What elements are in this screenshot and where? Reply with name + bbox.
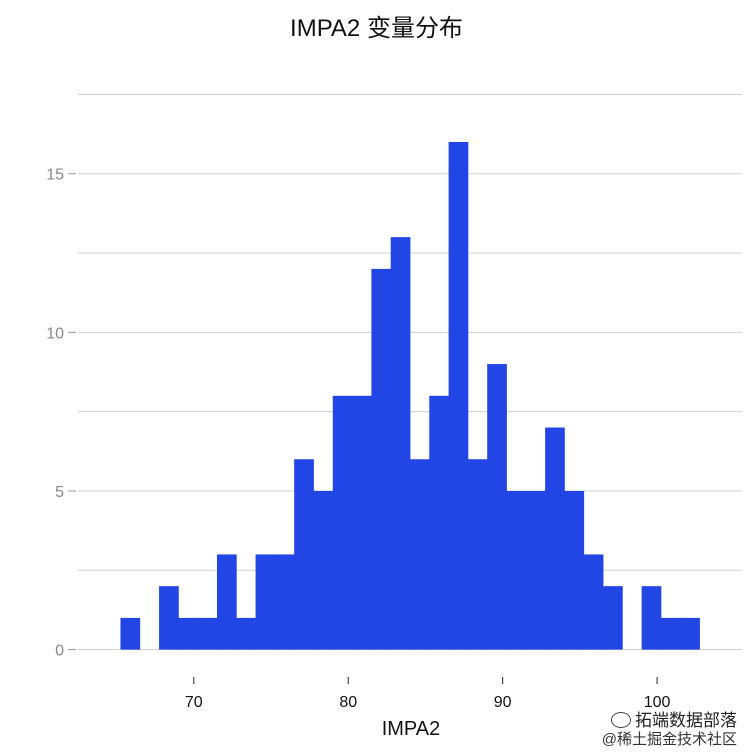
y-tick-label: 5 <box>55 484 64 501</box>
x-tick-label: 90 <box>494 694 512 711</box>
y-tick-label: 0 <box>55 643 64 660</box>
x-tick-label: 100 <box>644 694 671 711</box>
histogram-bar <box>545 427 565 650</box>
histogram-bars <box>120 141 700 650</box>
histogram-bar <box>294 459 314 650</box>
histogram-bar <box>120 617 141 650</box>
watermark-text-1: 拓端数据部落 <box>635 711 737 730</box>
y-axis-ticks: 0 5 10 15 <box>46 167 76 660</box>
histogram-bar <box>564 490 585 650</box>
x-tick-label: 80 <box>339 694 357 711</box>
histogram-bar <box>506 490 527 650</box>
histogram-bar <box>197 617 218 650</box>
histogram-bar <box>159 586 179 650</box>
histogram-bar <box>603 586 623 650</box>
y-tick-label: 15 <box>46 167 64 184</box>
histogram-bar <box>332 395 353 650</box>
histogram-bar <box>487 364 507 650</box>
histogram-bar <box>216 554 237 650</box>
histogram-bar <box>371 268 392 650</box>
histogram-bar <box>255 554 276 650</box>
histogram-bar <box>410 459 430 650</box>
x-tick-label: 70 <box>185 694 203 711</box>
histogram-bar <box>525 490 546 650</box>
histogram-bar <box>641 586 662 650</box>
histogram-bar <box>429 395 450 650</box>
chat-bubble-icon <box>611 712 631 728</box>
histogram-bar <box>352 395 372 650</box>
histogram-bar <box>660 617 681 650</box>
chart-title: IMPA2 变量分布 <box>290 15 463 42</box>
histogram-bar <box>680 617 700 650</box>
y-tick-label: 10 <box>46 325 64 342</box>
watermark-line-2: @稀土掘金技术社区 <box>601 731 737 748</box>
histogram-bar <box>448 141 469 650</box>
histogram-bar <box>583 554 604 650</box>
histogram-bar <box>178 617 199 650</box>
histogram-bar <box>467 459 488 650</box>
watermark-line-1: 拓端数据部落 <box>611 706 737 731</box>
x-axis-label: IMPA2 <box>381 718 441 740</box>
histogram-bar <box>390 237 411 650</box>
histogram-bar <box>274 554 295 650</box>
histogram-bar <box>313 490 334 650</box>
histogram-bar <box>236 617 256 650</box>
x-axis-ticks: 70 80 90 100 <box>185 677 671 711</box>
